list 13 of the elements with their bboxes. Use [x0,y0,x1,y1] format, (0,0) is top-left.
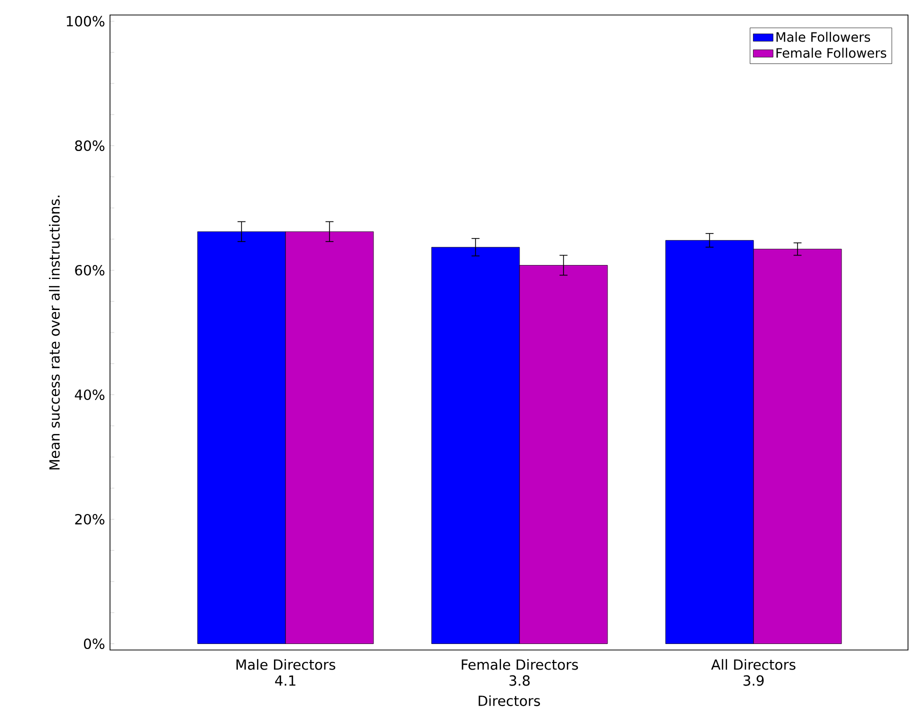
legend-label: Male Followers [776,32,870,42]
legend-label: Female Followers [776,48,886,58]
y-axis-title: Mean success rate over all instructions. [48,196,60,470]
y-tick-label: 0% [84,638,104,650]
x-axis-title: Directors [478,695,540,706]
y-tick-label: 60% [75,264,104,276]
y-tick-label: 40% [74,389,104,400]
x-tick-label: Male Directors 4.1 [236,659,336,686]
y-tick-label: 80% [75,140,104,151]
x-tick-label: Female Directors 3.8 [462,659,578,686]
y-tick-label: 100% [66,16,104,26]
y-tick-label: 20% [75,514,104,525]
x-tick-label: All Directors 3.9 [711,659,796,686]
